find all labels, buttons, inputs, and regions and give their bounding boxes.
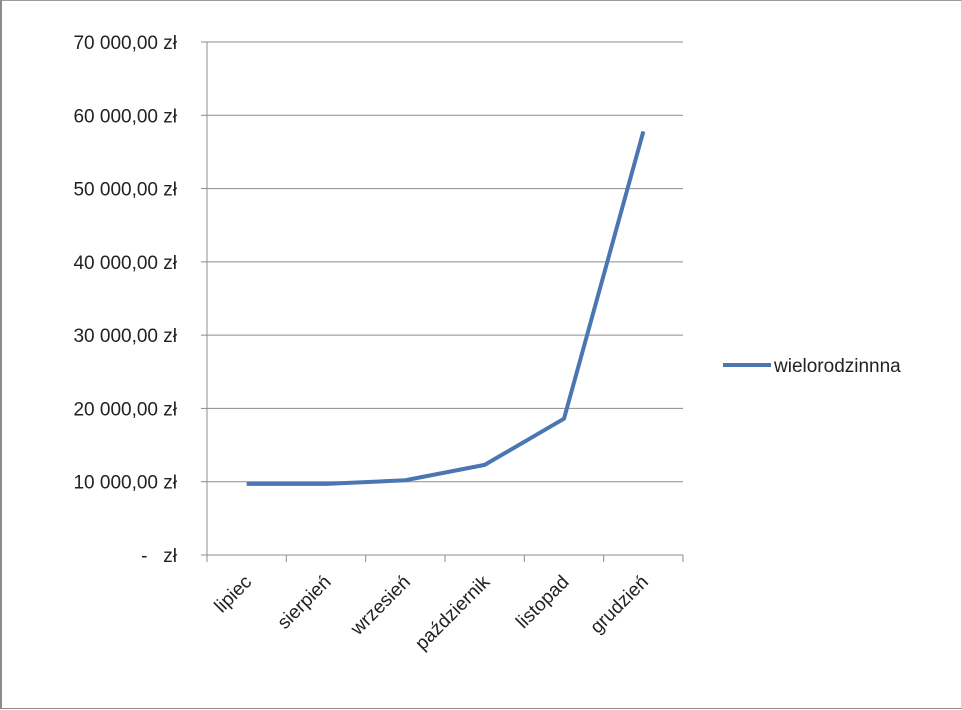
series-line (247, 131, 644, 484)
y-tick-label: 40 000,00 zł (73, 253, 177, 274)
y-tick-label: 20 000,00 zł (73, 399, 177, 420)
x-tick-label: sierpień (274, 572, 336, 634)
x-tick-label: listopad (512, 572, 573, 633)
x-tick-label: grudzień (586, 572, 652, 638)
y-tick-label: 50 000,00 zł (73, 180, 177, 201)
series-lines (247, 131, 644, 484)
legend-label: wielorodzinnna (773, 356, 901, 377)
gridlines (207, 42, 683, 482)
legend: wielorodzinnna (723, 356, 901, 377)
x-tick-label: lipiec (211, 572, 256, 617)
y-tick-label: 60 000,00 zł (73, 106, 177, 127)
x-tick-label: październik (411, 571, 494, 654)
y-tick-label: - zł (141, 546, 178, 567)
x-tick-label: wrzesień (346, 572, 415, 641)
y-tick-label: 30 000,00 zł (73, 326, 177, 347)
y-tick-label: 10 000,00 zł (73, 473, 177, 494)
y-axis-tick-labels: - zł 10 000,00 zł 20 000,00 zł 30 000,00 zł… (73, 33, 177, 567)
y-tick-label: 70 000,00 zł (73, 33, 177, 54)
